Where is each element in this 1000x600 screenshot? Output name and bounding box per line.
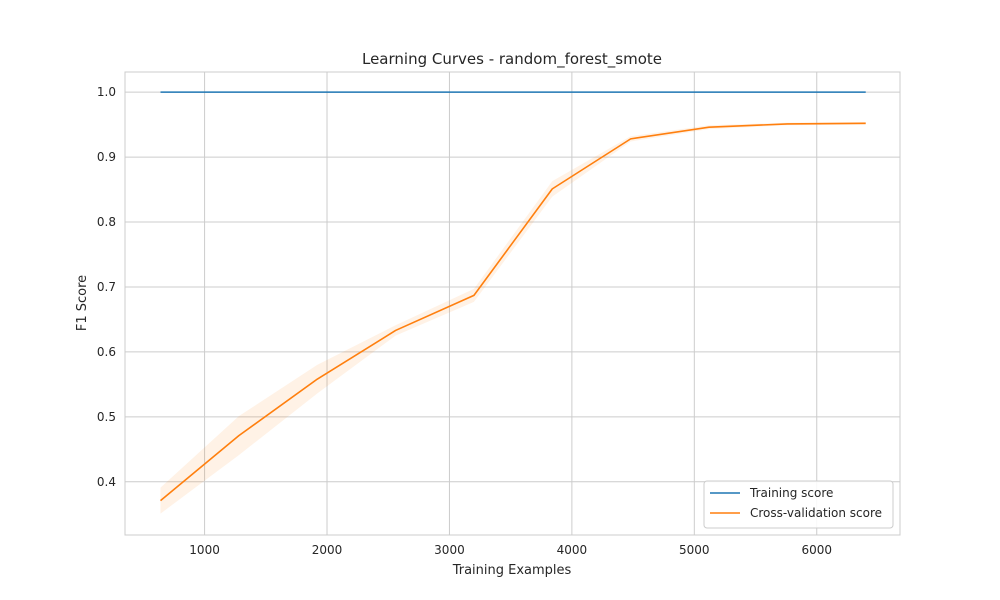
y-tick-label: 0.6 xyxy=(97,345,116,359)
y-tick-label: 0.4 xyxy=(97,475,116,489)
line-series-1 xyxy=(159,122,866,502)
y-tick-label: 0.7 xyxy=(97,280,116,294)
x-tick-label: 2000 xyxy=(312,543,343,557)
plot-area-frame xyxy=(124,71,901,536)
y-tick-label: 0.9 xyxy=(97,150,116,164)
legend: Training score Cross-validation score xyxy=(703,480,894,529)
x-tick-label: 4000 xyxy=(557,543,588,557)
x-axis-label: Training Examples xyxy=(452,563,572,578)
x-tick-label: 1000 xyxy=(189,543,220,557)
y-axis-label: F1 Score xyxy=(75,275,90,331)
x-tick-label: 3000 xyxy=(434,543,465,557)
legend-label-cross-validation: Cross-validation score xyxy=(750,506,882,520)
y-tick-label: 0.5 xyxy=(97,410,116,424)
chart-title: Learning Curves - random_forest_smote xyxy=(362,50,662,69)
plot-area-background xyxy=(125,72,900,535)
x-tick-label: 6000 xyxy=(801,543,832,557)
legend-label-training: Training score xyxy=(749,486,833,500)
y-axis-ticks: 0.4 0.5 0.6 0.7 0.8 0.9 1.0 xyxy=(97,85,116,489)
y-tick-label: 1.0 xyxy=(97,85,116,99)
x-axis-ticks: 1000 2000 3000 4000 5000 6000 xyxy=(189,543,832,557)
x-tick-label: 5000 xyxy=(679,543,710,557)
y-tick-label: 0.8 xyxy=(97,215,116,229)
legend-box xyxy=(703,480,894,529)
series-lines xyxy=(159,91,866,502)
